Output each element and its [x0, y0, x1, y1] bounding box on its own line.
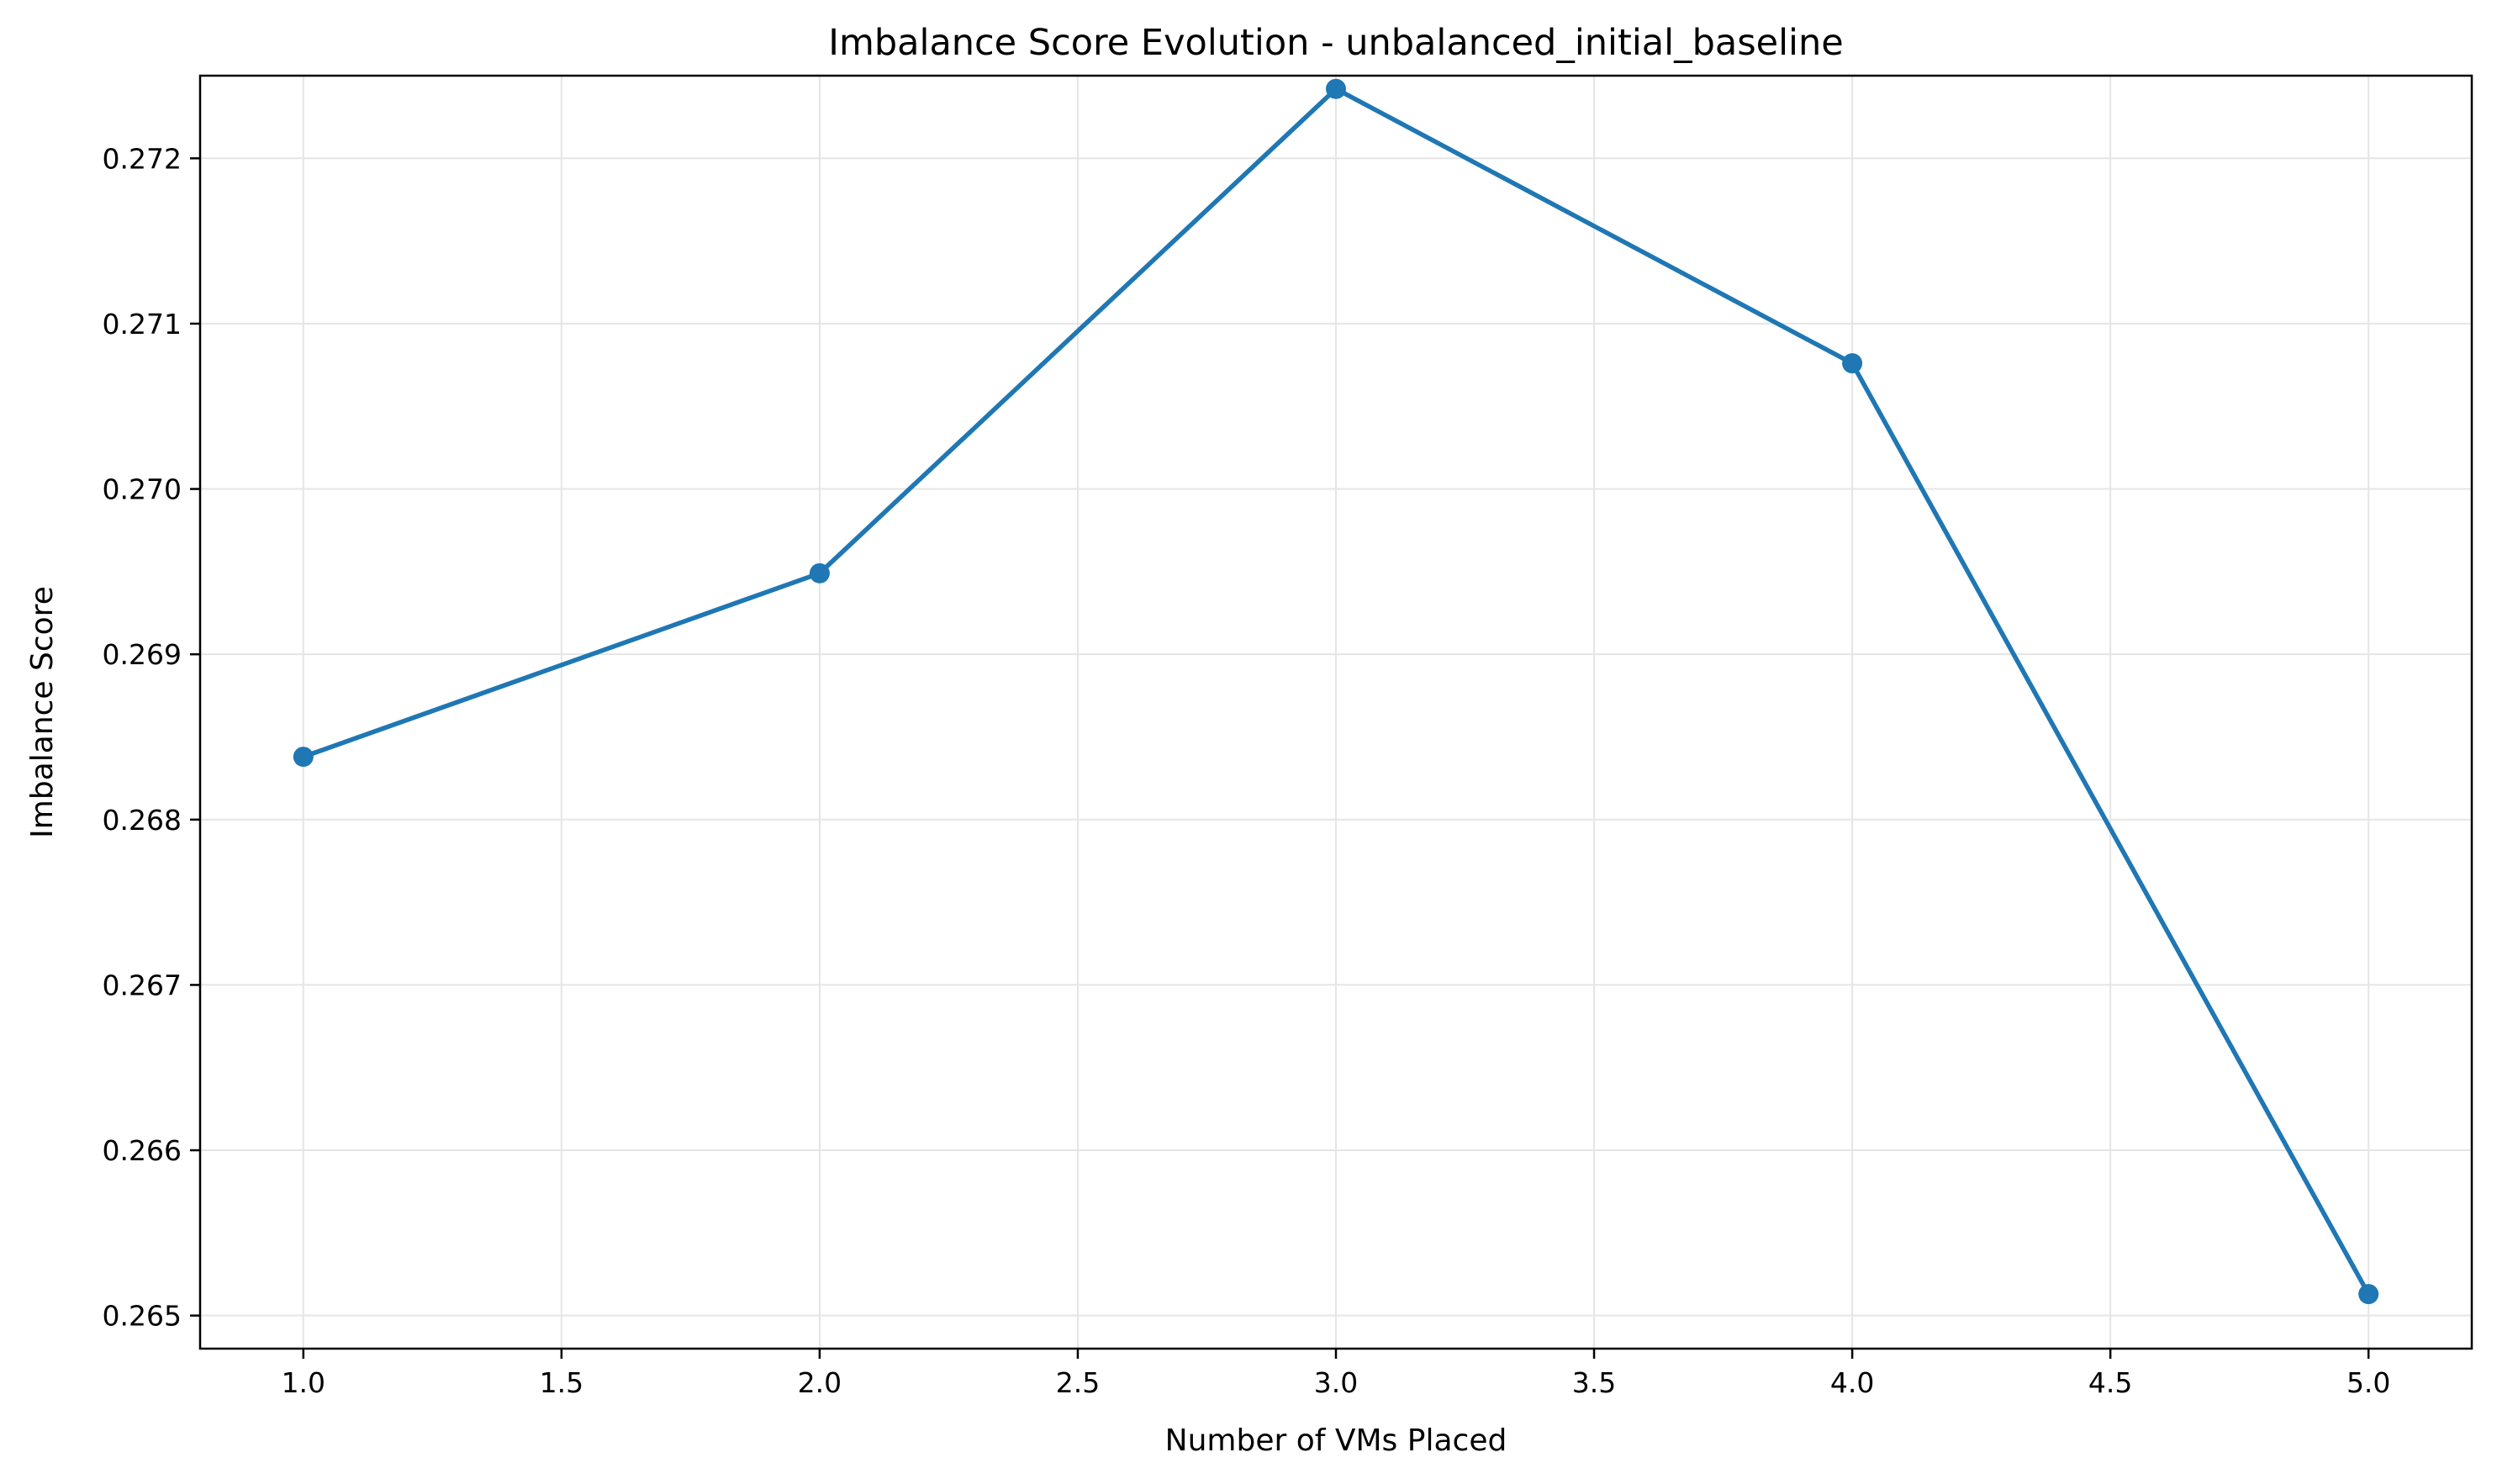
gridlines [200, 76, 2472, 1349]
y-tick-label: 0.270 [103, 473, 182, 506]
y-tick-label: 0.265 [103, 1300, 182, 1333]
data-point [1842, 353, 1863, 374]
x-axis-title: Number of VMs Placed [1165, 1423, 1507, 1458]
x-tick-label: 4.0 [1830, 1366, 1874, 1399]
data-point [1326, 78, 1346, 99]
x-tick-label: 2.0 [798, 1366, 842, 1399]
y-tick-label: 0.267 [103, 969, 182, 1001]
y-axis-title: Imbalance Score [25, 586, 60, 838]
y-tick-label: 0.268 [103, 804, 182, 837]
y-axis: 0.265 0.266 0.267 0.268 0.269 0.270 0.271 0.272 [103, 142, 200, 1333]
x-tick-label: 3.0 [1314, 1366, 1358, 1399]
x-tick-label: 4.5 [2088, 1366, 2132, 1399]
data-point [2358, 1284, 2379, 1305]
x-tick-label: 5.0 [2347, 1366, 2390, 1399]
x-tick-label: 2.5 [1056, 1366, 1100, 1399]
chart-title: Imbalance Score Evolution - unbalanced_i… [828, 22, 1843, 64]
y-tick-label: 0.272 [103, 142, 182, 175]
data-point [293, 747, 314, 768]
x-tick-label: 1.5 [540, 1366, 583, 1399]
x-tick-label: 1.0 [282, 1366, 325, 1399]
y-tick-label: 0.266 [103, 1134, 182, 1167]
y-tick-label: 0.271 [103, 308, 182, 341]
series-group [293, 78, 2379, 1305]
data-point [809, 562, 830, 584]
x-tick-label: 3.5 [1572, 1366, 1616, 1399]
x-axis: 1.0 1.5 2.0 2.5 3.0 3.5 4.0 4.5 5.0 [282, 1349, 2390, 1399]
y-tick-label: 0.269 [103, 638, 182, 671]
